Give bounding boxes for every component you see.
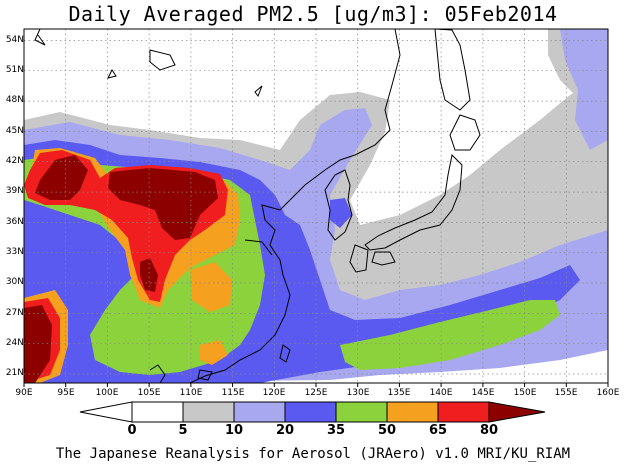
lat-tick-label: 45N: [5, 126, 24, 136]
colorbar-label: 80: [479, 423, 499, 438]
lon-tick-label: 115E: [221, 388, 245, 398]
lat-tick-label: 33N: [5, 247, 24, 257]
colorbar-label: 20: [275, 423, 295, 438]
coastlines: [34, 29, 481, 383]
axis-ticks: [23, 383, 609, 387]
colorbar-label: 5: [178, 423, 188, 438]
colorbar-label: 50: [377, 423, 397, 438]
pm25-band-80-plus: [35, 155, 88, 200]
lat-tick-label: 54N: [5, 35, 24, 45]
lon-tick-label: 155E: [554, 388, 578, 398]
colorbar-label: 35: [326, 423, 346, 438]
colorbar-high-arrow: [488, 401, 546, 423]
lon-tick-label: 110E: [179, 388, 203, 398]
lat-tick-label: 39N: [5, 186, 24, 196]
pm25-band-10-20-ne: [560, 29, 608, 150]
lon-tick-label: 160E: [596, 388, 620, 398]
map-gridlines: [24, 29, 608, 383]
lat-tick-label: 42N: [5, 156, 24, 166]
lon-tick-label: 150E: [513, 388, 537, 398]
lon-tick-label: 125E: [304, 388, 328, 398]
colorbar-bin-0-5: [131, 401, 184, 423]
pm25-band-20-35-coast: [330, 198, 352, 228]
lon-tick-label: 120E: [262, 388, 286, 398]
pm25-band-50-65-south: [190, 262, 232, 312]
lon-tick-label: 90E: [15, 388, 33, 398]
lat-tick-label: 27N: [5, 308, 24, 318]
lat-tick-label: 24N: [5, 338, 24, 348]
pm25-band-80-plus-south: [140, 258, 158, 292]
colorbar-bin-35-50: [335, 401, 388, 423]
lat-tick-label: 21N: [5, 368, 24, 378]
lon-tick-label: 100E: [95, 388, 119, 398]
pm25-band-35-50-ocean: [340, 300, 560, 370]
footer-credit: The Japanese Reanalysis for Aerosol (JRA…: [55, 446, 571, 462]
colorbar-label: 10: [224, 423, 244, 438]
map-title: Daily Averaged PM2.5 [ug/m3]: 05Feb2014: [68, 2, 558, 26]
colorbar-bin-10-20: [233, 401, 286, 423]
colorbar-label: 65: [428, 423, 448, 438]
colorbar-bin-65-80: [437, 401, 490, 423]
colorbar-bin-50-65: [386, 401, 439, 423]
colorbar-label: 0: [127, 423, 137, 438]
colorbar-low-arrow: [79, 401, 133, 423]
pm25-band-80-plus-central: [108, 168, 218, 240]
lat-tick-label: 36N: [5, 217, 24, 227]
lon-tick-label: 140E: [429, 388, 453, 398]
lat-tick-label: 51N: [5, 65, 24, 75]
lon-tick-label: 105E: [137, 388, 161, 398]
colorbar: [79, 401, 546, 423]
lon-tick-label: 130E: [346, 388, 370, 398]
pm25-band-50-65-coast: [200, 340, 228, 365]
lon-tick-label: 135E: [387, 388, 411, 398]
lat-tick-label: 48N: [5, 95, 24, 105]
colorbar-bin-5-10: [182, 401, 235, 423]
lat-tick-label: 30N: [5, 277, 24, 287]
colorbar-bin-20-35: [284, 401, 337, 423]
lon-tick-label: 145E: [471, 388, 495, 398]
pm25-field: [24, 29, 608, 383]
lon-tick-label: 95E: [57, 388, 75, 398]
